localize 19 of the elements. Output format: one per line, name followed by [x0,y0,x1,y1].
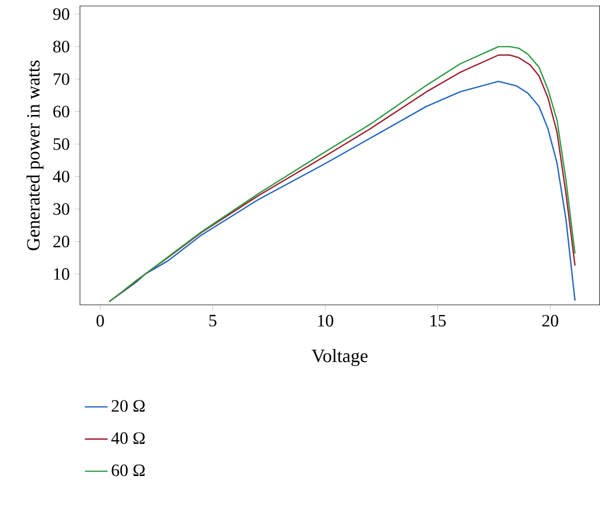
x-tick-label: 15 [430,315,446,327]
y-tick-label: 30 [53,203,70,215]
y-tick-label: 60 [53,106,70,118]
x-tick-label: 10 [318,315,334,327]
x-axis-title: Voltage [312,349,368,366]
y-tick-label: 40 [52,170,70,182]
legend-label: 20 Ω [112,400,145,412]
y-tick-label: 80 [53,40,70,53]
y-tick-label: 90 [53,8,70,20]
x-tick-label: 0 [96,315,104,327]
y-tick-label: 20 [53,236,70,248]
y-axis-title: Generated power in watts [26,60,44,250]
legend-label: 60 Ω [112,464,145,476]
y-tick-label: 50 [54,138,70,150]
legend-label: 40 Ω [111,432,145,444]
x-tick-label: 20 [542,315,558,327]
y-tick-label: 10 [54,268,70,280]
x-tick-label: 5 [209,315,216,327]
y-tick-label: 70 [54,73,70,86]
